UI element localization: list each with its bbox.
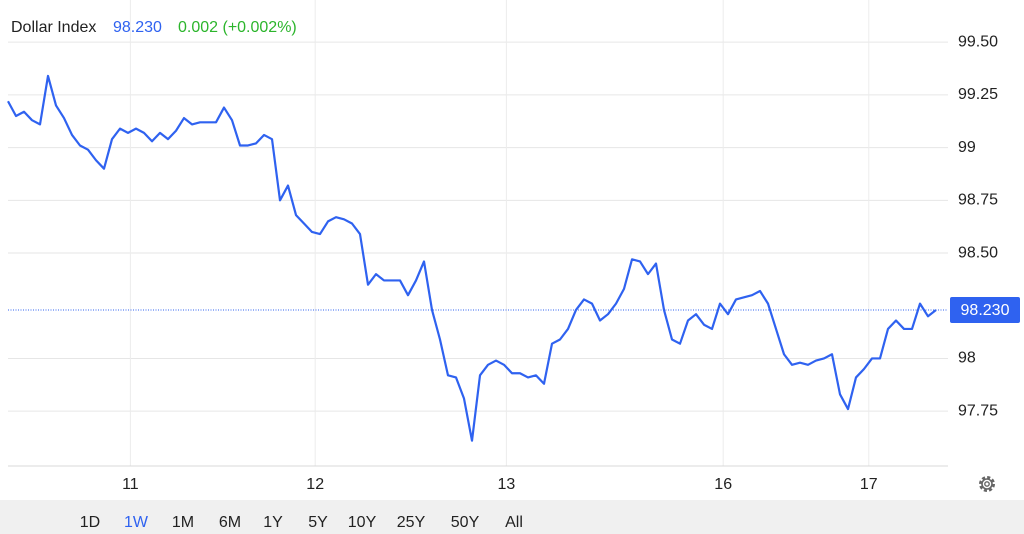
range-button[interactable]: 1Y: [263, 514, 283, 531]
range-button[interactable]: 1D: [80, 514, 100, 531]
header-change: 0.002 (+0.002%): [178, 19, 297, 36]
range-button[interactable]: 1W: [124, 514, 149, 531]
range-button[interactable]: 5Y: [308, 514, 328, 531]
range-button[interactable]: 25Y: [397, 514, 426, 531]
range-button[interactable]: 1M: [172, 514, 194, 531]
y-tick-label: 97.75: [958, 402, 998, 419]
header-price: 98.230: [113, 19, 162, 36]
y-tick-label: 98.75: [958, 192, 998, 209]
x-tick-label: 16: [714, 476, 732, 493]
price-line: [7, 74, 937, 442]
current-price-tag: [950, 296, 1020, 323]
x-tick-label: 11: [122, 476, 139, 493]
y-tick-label: 99.25: [958, 86, 998, 103]
y-tick-label: 98.50: [958, 244, 998, 261]
x-tick-label: 12: [306, 476, 324, 493]
y-tick-label: 99: [958, 139, 976, 156]
x-tick-label: 13: [498, 476, 516, 493]
range-button[interactable]: 50Y: [451, 514, 480, 531]
range-bar: [0, 500, 1024, 534]
range-button[interactable]: All: [505, 514, 523, 531]
x-tick-label: 17: [860, 476, 878, 493]
y-tick-label: 99.50: [958, 33, 998, 50]
y-tick-label: 98: [958, 350, 976, 367]
settings-icon[interactable]: [979, 476, 995, 492]
chart-title: Dollar Index: [11, 19, 96, 36]
range-button[interactable]: 6M: [219, 514, 241, 531]
range-button[interactable]: 10Y: [348, 514, 377, 531]
current-price-label: 98.230: [961, 302, 1010, 319]
